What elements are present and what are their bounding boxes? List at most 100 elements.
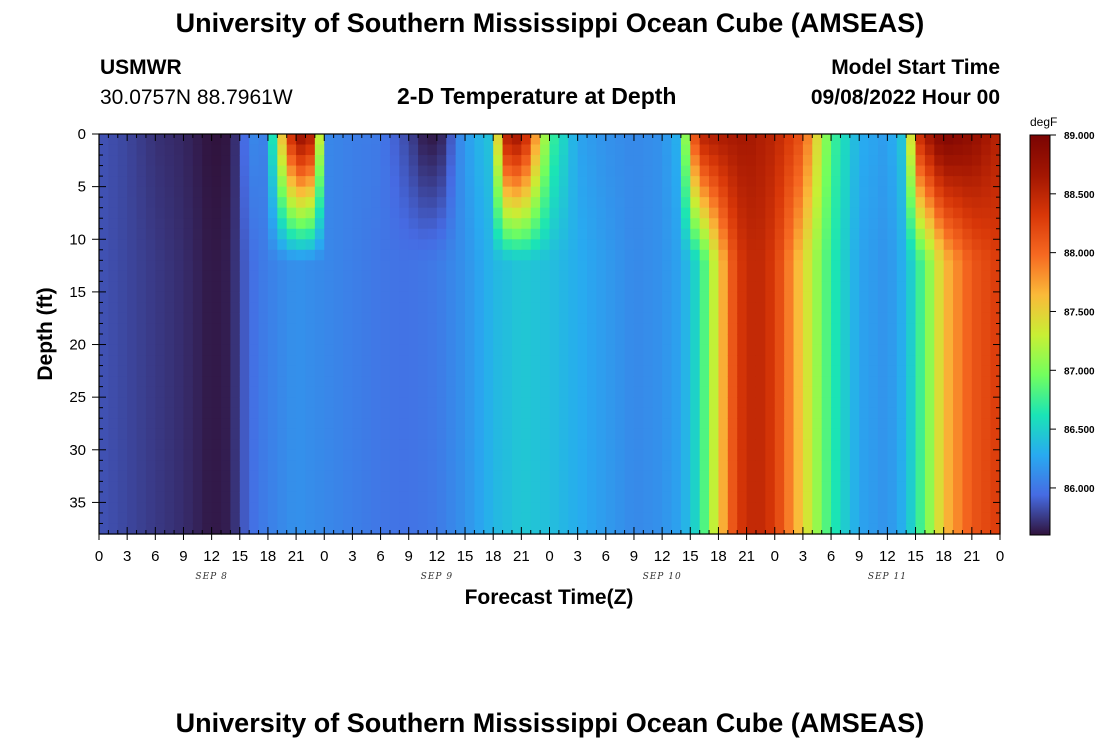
heatmap-cell (211, 439, 222, 451)
heatmap-cell (943, 355, 954, 367)
heatmap-cell (399, 228, 410, 240)
heatmap-cell (859, 239, 870, 251)
heatmap-cell (493, 249, 504, 261)
heatmap-cell (455, 291, 466, 304)
heatmap-cell (549, 218, 560, 230)
heatmap-cell (746, 197, 757, 209)
heatmap-cell (718, 281, 729, 293)
heatmap-cell (680, 312, 691, 325)
heatmap-cell (981, 281, 992, 293)
heatmap-cell (915, 439, 926, 451)
heatmap-cell (849, 228, 860, 240)
heatmap-cell (502, 512, 513, 525)
heatmap-cell (296, 481, 307, 493)
heatmap-cell (239, 323, 250, 335)
heatmap-cell (502, 218, 513, 230)
heatmap-cell (211, 228, 222, 240)
heatmap-cell (877, 397, 888, 409)
heatmap-cell (305, 502, 316, 514)
heatmap-cell (615, 249, 626, 261)
heatmap-cell (286, 270, 297, 282)
heatmap-cell (305, 460, 316, 472)
heatmap-cell (558, 228, 569, 240)
heatmap-cell (727, 481, 738, 493)
heatmap-cell (643, 491, 654, 504)
heatmap-cell (324, 302, 335, 314)
heatmap-cell (521, 365, 532, 377)
heatmap-cell (267, 144, 278, 156)
colorbar-unit: degF (1030, 115, 1057, 129)
heatmap-cell (465, 523, 476, 535)
heatmap-cell (971, 134, 982, 146)
heatmap-cell (314, 186, 325, 198)
heatmap-cell (549, 344, 560, 356)
heatmap-cell (737, 239, 748, 251)
heatmap-cell (718, 165, 729, 177)
heatmap-cell (549, 144, 560, 156)
heatmap-cell (286, 491, 297, 504)
heatmap-cell (934, 386, 945, 398)
heatmap-cell (371, 460, 382, 472)
heatmap-cell (802, 155, 813, 167)
heatmap-cell (709, 239, 720, 251)
heatmap-cell (192, 418, 203, 430)
heatmap-cell (587, 418, 598, 430)
heatmap-cell (802, 512, 813, 525)
heatmap-cell (305, 155, 316, 167)
heatmap-cell (446, 407, 457, 419)
footer-title: University of Southern Mississippi Ocean… (175, 708, 925, 738)
heatmap-cell (774, 239, 785, 251)
heatmap-cell (408, 407, 419, 419)
heatmap-cell (221, 470, 231, 482)
heatmap-cell (680, 418, 691, 430)
heatmap-cell (202, 281, 213, 293)
heatmap-cell (446, 397, 457, 409)
heatmap-cell (427, 281, 438, 293)
heatmap-cell (737, 249, 748, 261)
heatmap-cell (812, 439, 823, 451)
heatmap-cell (286, 397, 297, 409)
heatmap-cell (831, 218, 842, 230)
heatmap-cell (286, 355, 297, 367)
heatmap-cell (99, 523, 109, 535)
heatmap-cell (821, 281, 832, 293)
heatmap-cell (953, 144, 964, 156)
heatmap-cell (793, 312, 804, 325)
heatmap-cell (990, 312, 1001, 325)
heatmap-cell (587, 512, 598, 525)
heatmap-cell (671, 155, 682, 167)
heatmap-cell (127, 218, 138, 230)
heatmap-cell (821, 249, 832, 261)
heatmap-cell (605, 470, 616, 482)
heatmap-cell (361, 355, 372, 367)
heatmap-cell (361, 418, 372, 430)
heatmap-cell (793, 239, 804, 251)
heatmap-cell (643, 523, 654, 535)
heatmap-cell (709, 207, 720, 219)
heatmap-cell (286, 512, 297, 525)
heatmap-cell (821, 323, 832, 335)
heatmap-cell (333, 428, 344, 440)
heatmap-cell (314, 449, 325, 461)
heatmap-cell (934, 449, 945, 461)
heatmap-cell (718, 312, 729, 325)
heatmap-cell (314, 291, 325, 304)
heatmap-cell (990, 512, 1001, 525)
heatmap-cell (333, 386, 344, 398)
heatmap-cell (521, 165, 532, 177)
heatmap-cell (296, 144, 307, 156)
heatmap-cell (990, 218, 1001, 230)
heatmap-cell (286, 460, 297, 472)
heatmap-cell (352, 355, 363, 367)
heatmap-cell (258, 144, 269, 156)
heatmap-cell (568, 228, 579, 240)
heatmap-cell (549, 428, 560, 440)
heatmap-cell (737, 165, 748, 177)
heatmap-cell (699, 407, 710, 419)
heatmap-cell (239, 355, 250, 367)
heatmap-cell (249, 397, 260, 409)
heatmap-cell (239, 218, 250, 230)
heatmap-cell (352, 155, 363, 167)
heatmap-cell (624, 197, 635, 209)
heatmap-cell (371, 386, 382, 398)
